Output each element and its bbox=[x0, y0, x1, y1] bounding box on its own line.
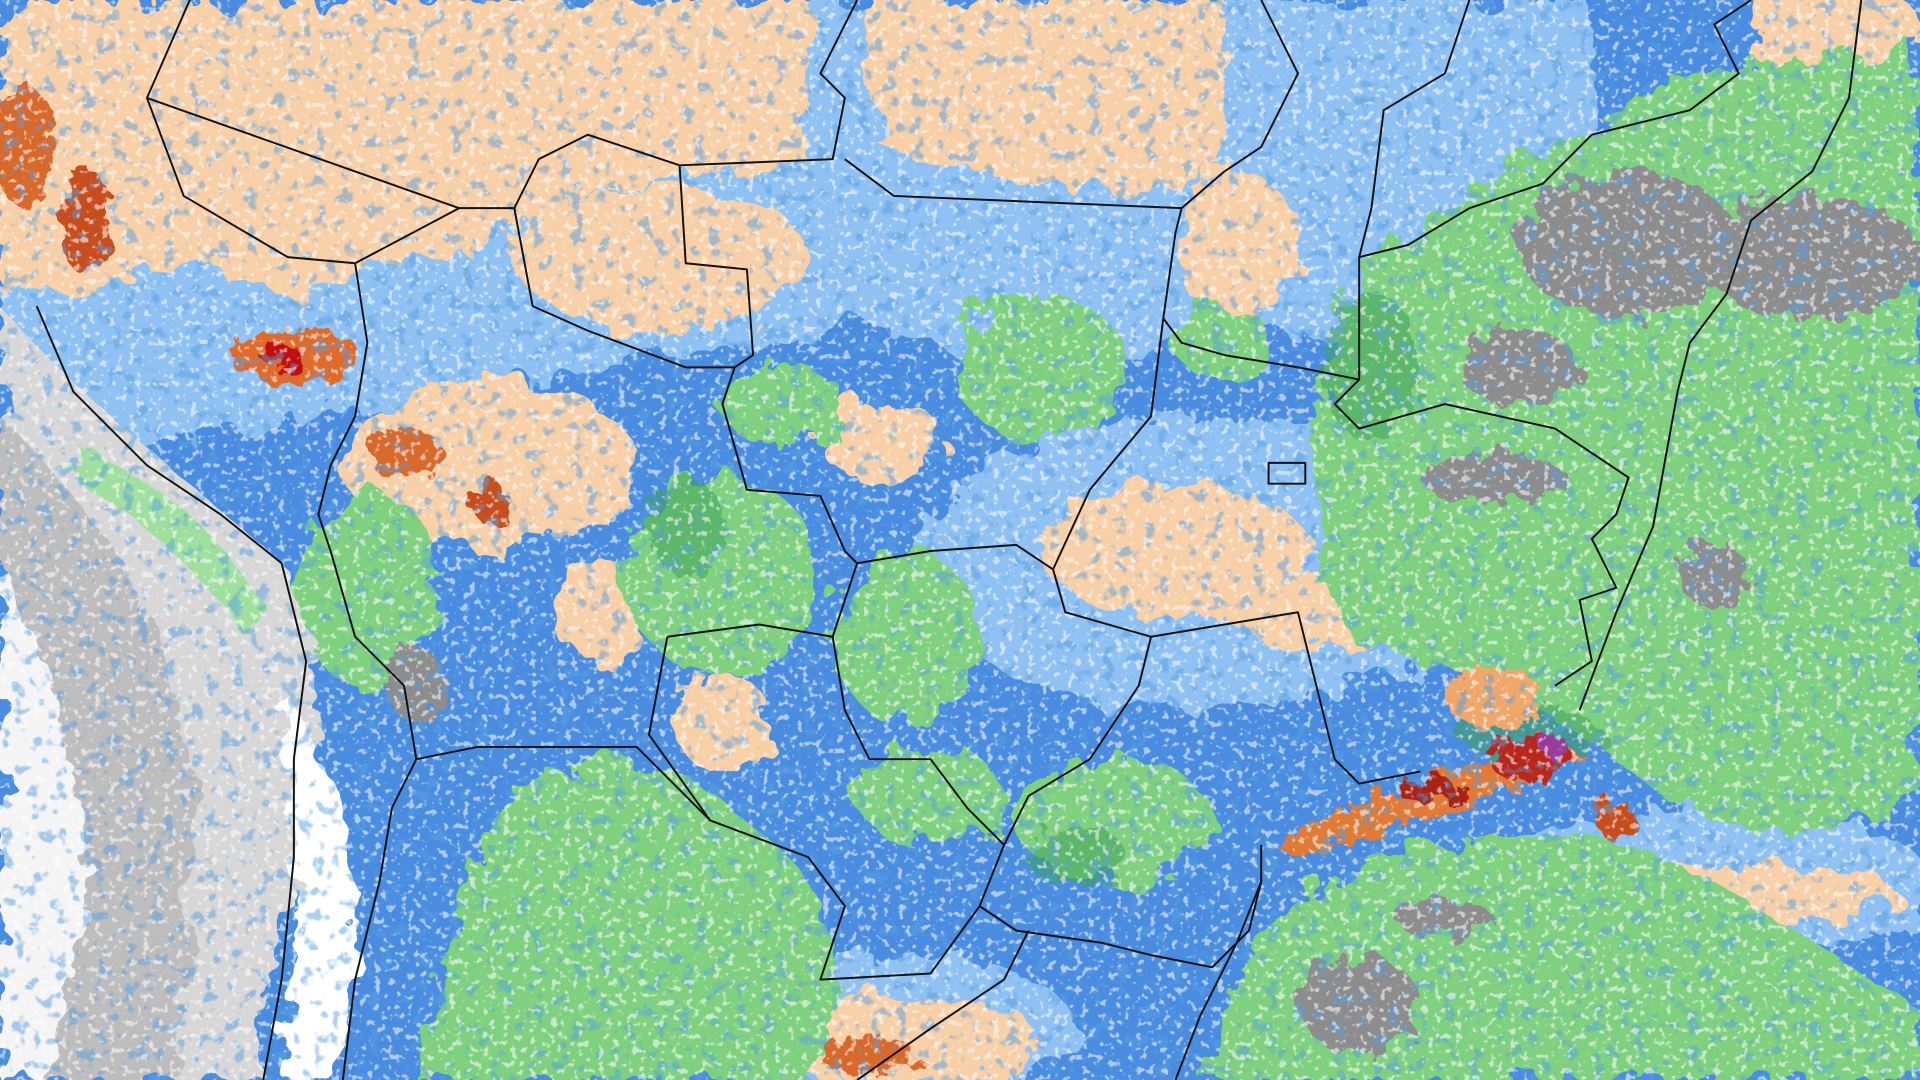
borders bbox=[35, 0, 1863, 1080]
